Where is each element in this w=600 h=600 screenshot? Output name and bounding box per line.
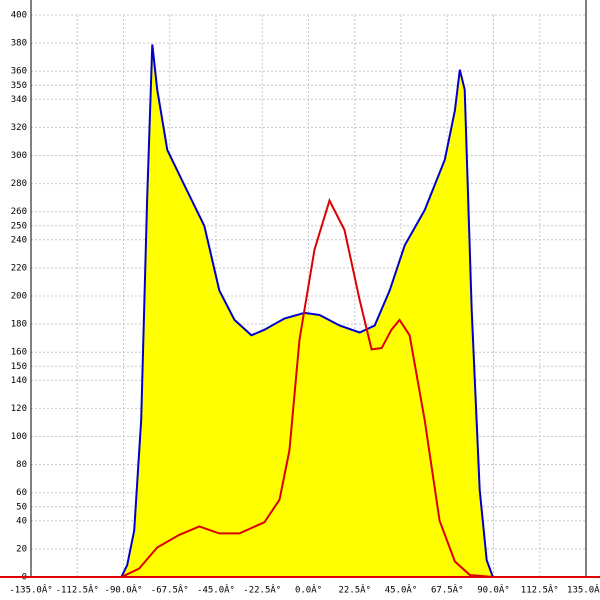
- y-tick-label: 100: [11, 432, 27, 442]
- y-tick-label: 140: [11, 376, 27, 386]
- y-tick-label: 50: [16, 502, 27, 512]
- y-tick-label: 300: [11, 151, 27, 161]
- y-tick-label: 20: [16, 544, 27, 554]
- y-tick-label: 220: [11, 263, 27, 273]
- y-tick-label: 40: [16, 516, 27, 526]
- x-tick-label: -135.0Â°: [9, 584, 52, 596]
- y-tick-label: 360: [11, 67, 27, 77]
- x-tick-label: 135.0Â°: [567, 584, 600, 596]
- x-tick-label: -90.0Â°: [105, 584, 143, 596]
- y-tick-label: 260: [11, 207, 27, 217]
- y-tick-label: 240: [11, 235, 27, 245]
- y-tick-label: 400: [11, 11, 27, 21]
- y-tick-label: 160: [11, 348, 27, 358]
- y-tick-label: 80: [16, 460, 27, 470]
- y-tick-label: 350: [11, 81, 27, 91]
- y-tick-label: 150: [11, 362, 27, 372]
- x-tick-label: 22.5Â°: [338, 584, 371, 596]
- x-tick-label: -67.5Â°: [151, 584, 189, 596]
- y-tick-label: 250: [11, 221, 27, 231]
- y-tick-label: 120: [11, 404, 27, 414]
- x-tick-label: 90.0Â°: [477, 584, 510, 596]
- y-tick-label: 380: [11, 39, 27, 49]
- y-tick-label: 180: [11, 320, 27, 330]
- x-tick-label: -22.5Â°: [243, 584, 281, 596]
- y-tick-label: 60: [16, 488, 27, 498]
- x-tick-label: -45.0Â°: [197, 584, 235, 596]
- x-tick-label: 112.5Â°: [521, 584, 559, 596]
- x-tick-label: 67.5Â°: [431, 584, 464, 596]
- y-tick-label: 280: [11, 179, 27, 189]
- x-tick-label: 0.0Â°: [295, 584, 322, 596]
- y-tick-label: 320: [11, 123, 27, 133]
- y-tick-label: 340: [11, 95, 27, 105]
- area: [121, 44, 493, 577]
- x-tick-label: -112.5Â°: [56, 584, 99, 596]
- line: [120, 197, 493, 578]
- x-tick-label: 45.0Â°: [385, 584, 418, 596]
- y-tick-label: 200: [11, 292, 27, 302]
